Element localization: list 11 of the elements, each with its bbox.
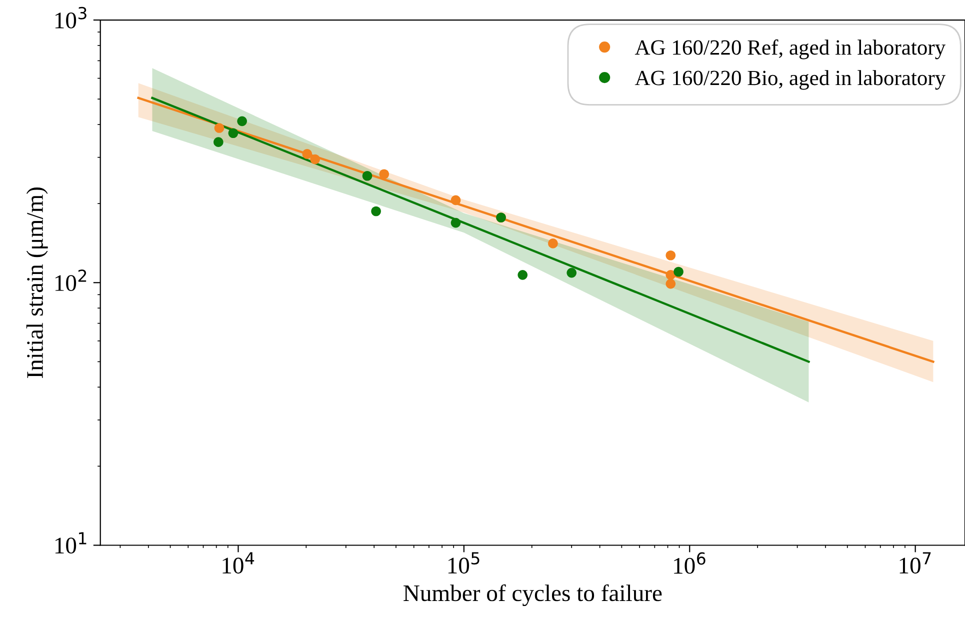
y-tick-label: 10$^{3}$ <box>55 6 86 28</box>
x-tick-label: 10$^{5}$ <box>448 552 480 574</box>
legend-label: AG 160/220 Ref, aged in laboratory <box>634 39 946 60</box>
legend-label: AG 160/220 Bio, aged in laboratory <box>634 70 946 90</box>
y-tick-label: 10$^{2}$ <box>55 270 86 292</box>
x-tick-label: 10$^{4}$ <box>222 552 254 574</box>
x-tick-label: 10$^{7}$ <box>900 552 931 574</box>
x-tick-label: 10$^{6}$ <box>674 552 706 574</box>
y-tick-label: 10$^{1}$ <box>55 532 86 554</box>
x-axis-title: Number of cycles to failure <box>404 584 662 606</box>
y-axis-title: Initial strain (μm/m) <box>26 188 48 378</box>
